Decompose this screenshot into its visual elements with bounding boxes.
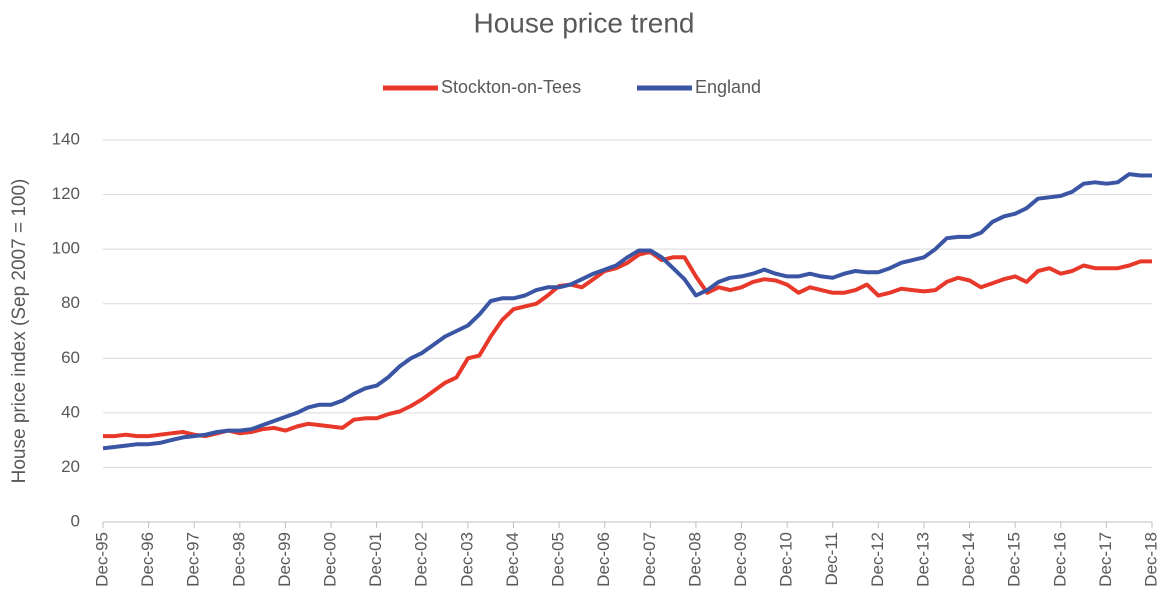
series-line [103,249,1152,439]
x-tick-label: Dec-09 [731,532,750,587]
x-tick-label: Dec-05 [549,532,568,587]
x-tick-label: Dec-15 [1005,532,1024,587]
y-tick-label: 40 [61,402,80,421]
x-tick-label: Dec-17 [1096,532,1115,587]
x-tick-label: Dec-07 [640,532,659,587]
legend-label: England [695,77,761,97]
x-tick-label: Dec-08 [685,532,704,587]
series-line [102,172,1152,451]
y-tick-label: 60 [61,348,80,367]
x-tick-label: Dec-98 [229,532,248,587]
x-tick-label: Dec-97 [184,532,203,587]
x-tick-label: Dec-00 [321,532,340,587]
x-tick-label: Dec-95 [92,532,111,587]
x-tick-label: Dec-12 [868,532,887,587]
x-tick-label: Dec-13 [913,532,932,587]
x-tick-label: Dec-96 [138,532,157,587]
x-tick-label: Dec-04 [503,532,522,587]
y-tick-label: 80 [61,293,80,312]
y-tick-label: 120 [52,184,80,203]
legend-label: Stockton-on-Tees [441,77,581,97]
chart-title: House price trend [473,7,694,38]
x-tick-label: Dec-16 [1050,532,1069,587]
y-tick-label: 100 [52,239,80,258]
x-tick-label: Dec-06 [594,532,613,587]
x-tick-label: Dec-01 [366,532,385,587]
x-tick-label: Dec-03 [457,532,476,587]
x-tick-label: Dec-99 [275,532,294,587]
y-tick-label: 20 [61,457,80,476]
x-tick-label: Dec-02 [412,532,431,587]
x-tick-label: Dec-10 [777,532,796,587]
y-axis-title: House price index (Sep 2007 = 100) [9,179,30,484]
x-tick-label: Dec-11 [822,532,841,586]
y-tick-label: 140 [52,129,80,148]
x-tick-label: Dec-18 [1141,532,1160,587]
y-tick-label: 0 [71,511,80,530]
x-tick-label: Dec-14 [959,532,978,587]
